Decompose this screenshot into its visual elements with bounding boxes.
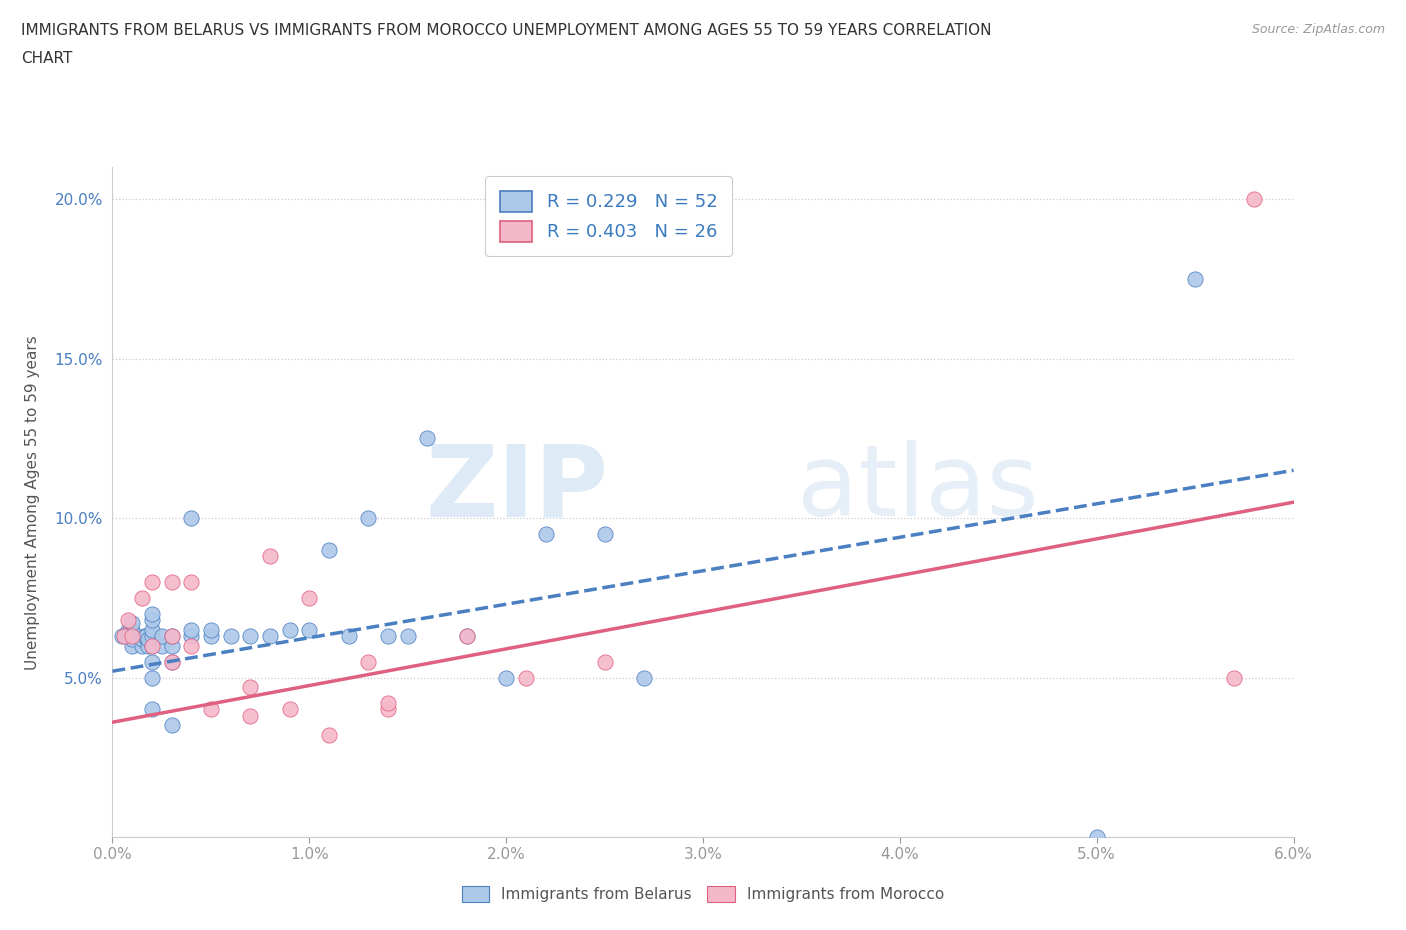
Point [278,622,301,637]
Text: IMMIGRANTS FROM BELARUS VS IMMIGRANTS FROM MOROCCO UNEMPLOYMENT AMONG AGES 55 TO: IMMIGRANTS FROM BELARUS VS IMMIGRANTS FR… [21,23,991,38]
Text: atlas: atlas [797,440,1039,538]
Point [1085,830,1108,844]
Point [180,575,202,590]
Point [121,626,143,641]
Point [219,629,242,644]
Point [1243,192,1265,206]
Point [456,629,478,644]
Point [396,629,419,644]
Legend: Immigrants from Belarus, Immigrants from Morocco: Immigrants from Belarus, Immigrants from… [454,879,952,910]
Point [141,622,163,637]
Point [593,654,616,669]
Point [180,622,202,637]
Point [112,629,135,644]
Point [180,629,202,644]
Point [239,629,262,644]
Text: Source: ZipAtlas.com: Source: ZipAtlas.com [1251,23,1385,36]
Point [117,613,139,628]
Point [121,616,143,631]
Point [160,638,183,653]
Point [121,631,143,646]
Point [180,511,202,525]
Point [200,629,222,644]
Point [141,606,163,621]
Point [160,718,183,733]
Point [318,727,340,742]
Point [121,638,143,653]
Point [141,575,163,590]
Point [131,631,153,646]
Point [200,702,222,717]
Point [160,654,183,669]
Point [534,526,557,541]
Point [120,622,142,637]
Point [121,622,143,637]
Point [150,638,173,653]
Point [150,629,173,644]
Point [337,629,360,644]
Point [141,702,163,717]
Point [160,629,183,644]
Point [141,638,163,653]
Point [357,511,380,525]
Point [111,629,134,644]
Point [160,654,183,669]
Point [136,638,159,653]
Point [298,622,321,637]
Point [136,631,159,646]
Point [259,549,281,564]
Point [633,671,655,685]
Point [141,638,163,653]
Point [132,629,155,644]
Point [318,542,340,557]
Point [239,680,262,695]
Point [416,431,439,445]
Point [141,613,163,628]
Point [141,654,163,669]
Point [131,638,153,653]
Point [515,671,537,685]
Point [141,629,163,644]
Point [259,629,281,644]
Point [141,671,163,685]
Y-axis label: Unemployment Among Ages 55 to 59 years: Unemployment Among Ages 55 to 59 years [25,335,41,670]
Point [377,629,399,644]
Point [1223,671,1246,685]
Text: ZIP: ZIP [426,440,609,538]
Point [278,702,301,717]
Point [357,654,380,669]
Point [456,629,478,644]
Point [593,526,616,541]
Point [1184,272,1206,286]
Point [298,591,321,605]
Text: CHART: CHART [21,51,73,66]
Point [135,629,157,644]
Point [239,709,262,724]
Point [160,575,183,590]
Point [377,702,399,717]
Point [121,629,143,644]
Point [495,671,517,685]
Point [131,591,153,605]
Point [180,638,202,653]
Point [377,696,399,711]
Point [200,622,222,637]
Point [117,622,139,637]
Point [117,629,139,644]
Point [160,629,183,644]
